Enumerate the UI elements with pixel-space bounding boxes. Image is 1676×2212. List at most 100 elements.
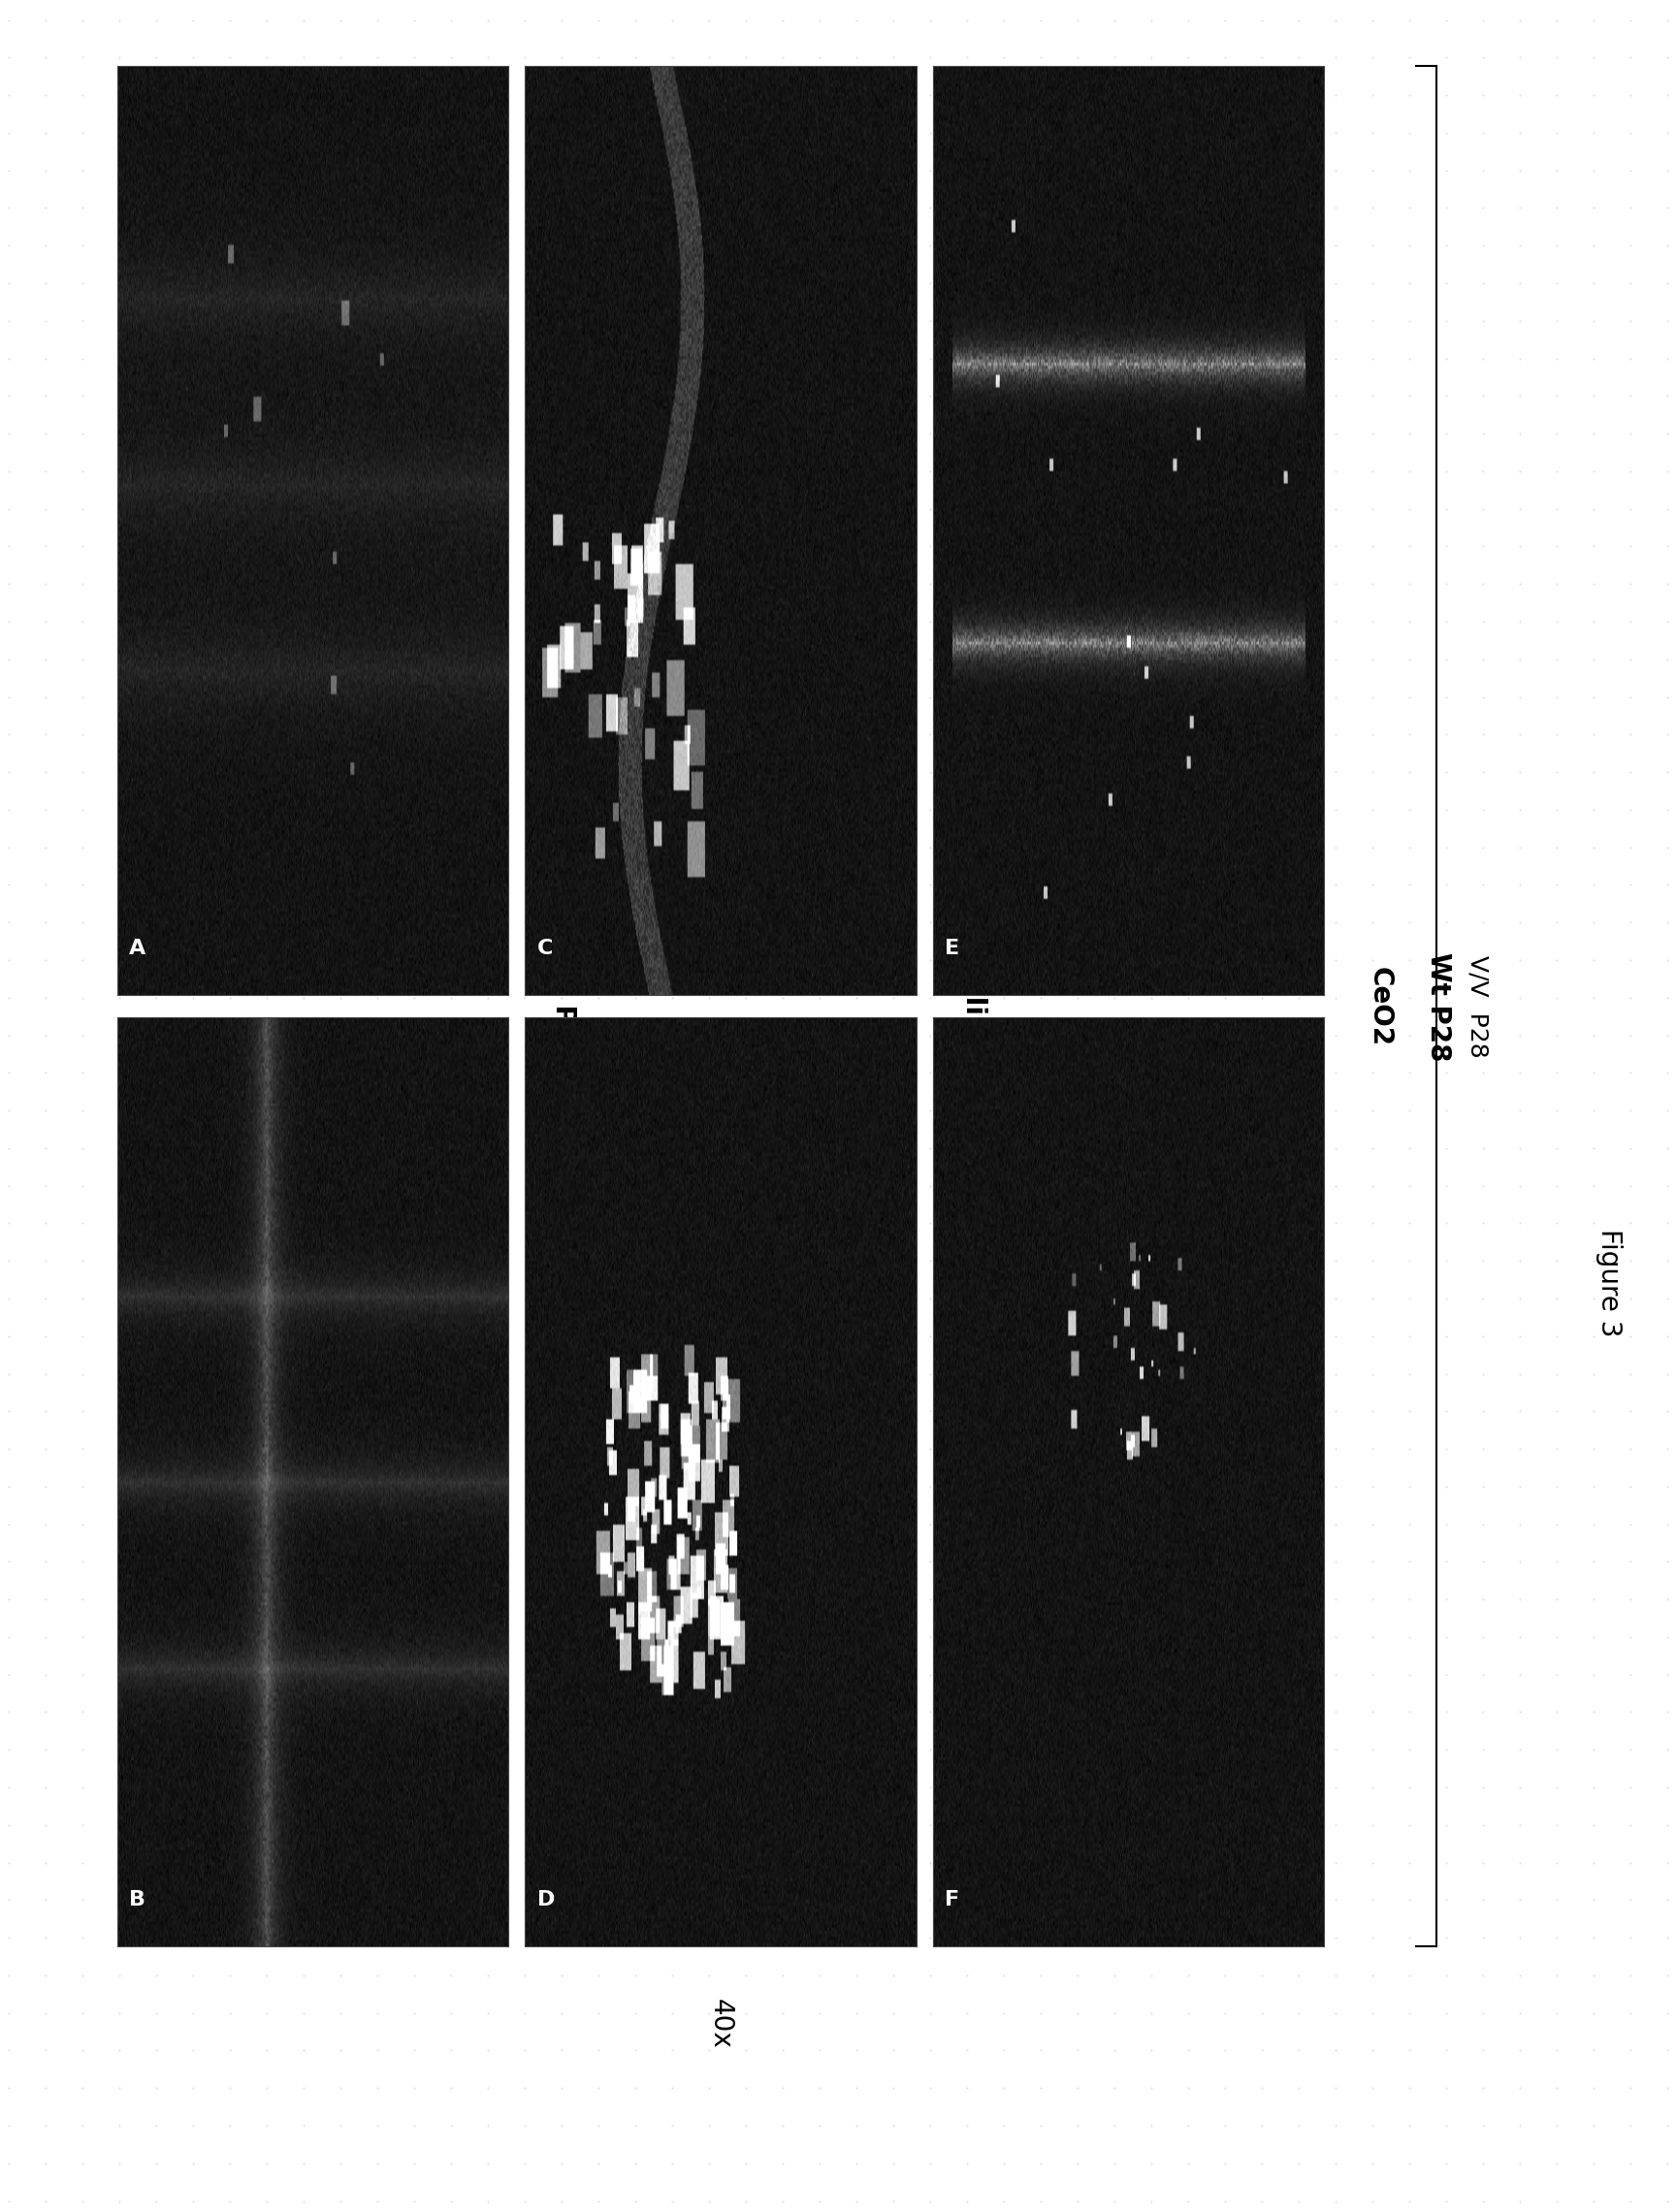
Point <box>769 1544 796 1579</box>
Point <box>511 1055 538 1091</box>
Point <box>179 190 206 226</box>
Point <box>954 153 980 188</box>
Point <box>659 1732 685 1767</box>
Point <box>585 153 612 188</box>
Point <box>106 1770 132 1805</box>
Point <box>843 1958 870 1993</box>
Point <box>1249 830 1275 865</box>
Point <box>1359 1920 1386 1955</box>
Point <box>364 942 391 978</box>
Point <box>69 1130 96 1166</box>
Point <box>106 115 132 150</box>
Point <box>1580 1845 1607 1880</box>
Point <box>1359 303 1386 338</box>
Point <box>401 1995 427 2031</box>
Point <box>880 265 907 301</box>
Point <box>216 1318 243 1354</box>
Point <box>1470 190 1497 226</box>
Point <box>179 1243 206 1279</box>
Point <box>1101 1506 1128 1542</box>
Point <box>216 1619 243 1655</box>
Point <box>917 1168 944 1203</box>
Point <box>290 980 317 1015</box>
Point <box>216 566 243 602</box>
Point <box>1470 265 1497 301</box>
Point <box>1544 1431 1570 1467</box>
Point <box>1027 1770 1054 1805</box>
Point <box>0 115 22 150</box>
Point <box>1027 1431 1054 1467</box>
Point <box>32 980 59 1015</box>
Point <box>1544 2146 1570 2181</box>
Point <box>1359 453 1386 489</box>
Point <box>1064 980 1091 1015</box>
Point <box>880 1394 907 1429</box>
Point <box>1580 1243 1607 1279</box>
Point <box>1433 1243 1460 1279</box>
Point <box>69 1732 96 1767</box>
Point <box>1617 754 1644 790</box>
Point <box>1617 604 1644 639</box>
Point <box>179 303 206 338</box>
Point <box>327 980 354 1015</box>
Point <box>1175 2146 1202 2181</box>
Point <box>1212 77 1239 113</box>
Point <box>327 1281 354 1316</box>
Point <box>69 2146 96 2181</box>
Point <box>1027 1506 1054 1542</box>
Point <box>511 2183 538 2212</box>
Point <box>1285 1243 1312 1279</box>
Point <box>1249 1882 1275 1918</box>
Point <box>585 1619 612 1655</box>
Point <box>769 1243 796 1279</box>
Point <box>622 228 649 263</box>
Point <box>511 529 538 564</box>
Point <box>806 1168 833 1203</box>
Point <box>917 754 944 790</box>
Point <box>659 115 685 150</box>
Point <box>1212 2070 1239 2106</box>
Point <box>1433 1920 1460 1955</box>
Point <box>806 1356 833 1391</box>
Point <box>401 1243 427 1279</box>
Point <box>1138 378 1165 414</box>
Point <box>1027 1582 1054 1617</box>
Point <box>585 491 612 526</box>
Point <box>1507 1281 1534 1316</box>
Point <box>253 1995 280 2031</box>
Point <box>511 2 538 38</box>
Point <box>1654 1168 1676 1203</box>
Point <box>1249 529 1275 564</box>
Point <box>732 2183 759 2212</box>
Point <box>954 1845 980 1880</box>
Point <box>1580 1995 1607 2031</box>
Point <box>991 378 1017 414</box>
Point <box>548 265 575 301</box>
Point <box>1359 1318 1386 1354</box>
Point <box>437 228 464 263</box>
Point <box>991 830 1017 865</box>
Point <box>437 1544 464 1579</box>
Point <box>1027 115 1054 150</box>
Point <box>1027 1544 1054 1579</box>
Point <box>1580 416 1607 451</box>
Point <box>401 1469 427 1504</box>
Point <box>364 830 391 865</box>
Point <box>364 1544 391 1579</box>
Point <box>1212 1356 1239 1391</box>
Point <box>401 641 427 677</box>
Point <box>1544 1356 1570 1391</box>
Point <box>1322 491 1349 526</box>
Point <box>401 1657 427 1692</box>
Point <box>1249 1619 1275 1655</box>
Point <box>548 717 575 752</box>
Point <box>769 679 796 714</box>
Point <box>364 265 391 301</box>
Point <box>290 529 317 564</box>
Point <box>437 1506 464 1542</box>
Point <box>106 1018 132 1053</box>
Point <box>548 378 575 414</box>
Point <box>437 792 464 827</box>
Point <box>1138 1130 1165 1166</box>
Point <box>769 1657 796 1692</box>
